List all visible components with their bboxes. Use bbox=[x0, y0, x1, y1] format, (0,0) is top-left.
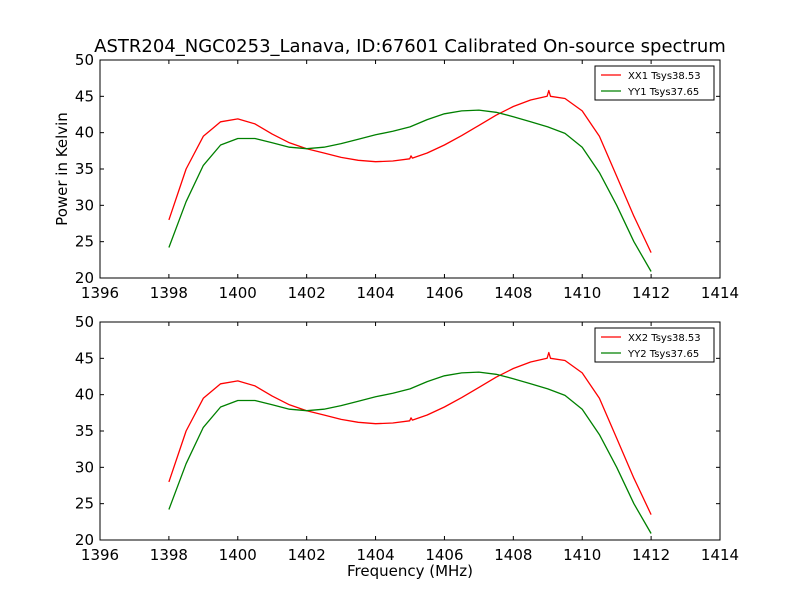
panel-1-y-tick-label: 35 bbox=[75, 160, 94, 178]
panel-1-x-tick-label: 1396 bbox=[81, 284, 119, 302]
panel-1-legend-label-2: YY1 Tsys37.65 bbox=[627, 87, 699, 98]
panel-1-x-tick-label: 1414 bbox=[701, 284, 739, 302]
panel-2-series-2-line bbox=[168, 371, 652, 534]
panel-2-series-1-line bbox=[168, 351, 652, 515]
panel-2-legend-label-2: YY2 Tsys37.65 bbox=[627, 349, 699, 360]
panel-1-y-tick-label: 30 bbox=[75, 196, 94, 214]
panel-2-legend: XX2 Tsys38.53 YY2 Tsys37.65 bbox=[594, 327, 715, 363]
panel-1-y-tick-label: 25 bbox=[75, 233, 94, 251]
panel-1-x-tick-label: 1406 bbox=[425, 284, 463, 302]
panel-1-x-tick-label: 1412 bbox=[632, 284, 670, 302]
panel-2-x-tick-label: 1408 bbox=[494, 546, 532, 564]
panel-2-x-tick-label: 1400 bbox=[219, 546, 257, 564]
panel-1-legend-label-1: XX1 Tsys38.53 bbox=[628, 71, 701, 82]
panel-2-x-tick-label: 1396 bbox=[81, 546, 119, 564]
panel-2-x-axis-label: Frequency (MHz) bbox=[347, 562, 473, 580]
panel-2-y-tick-label: 30 bbox=[75, 458, 94, 476]
panel-1-y-tick-label: 45 bbox=[75, 87, 94, 105]
panel-1-x-tick-label: 1398 bbox=[150, 284, 188, 302]
panel-2-x-tick-label: 1412 bbox=[632, 546, 670, 564]
chart-title: ASTR204_NGC0253_Lanava, ID:67601 Calibra… bbox=[94, 36, 726, 57]
panel-1-x-tick-label: 1402 bbox=[288, 284, 326, 302]
panel-1-x-tick-label: 1410 bbox=[563, 284, 601, 302]
panel-1-y-tick-label: 40 bbox=[75, 124, 94, 142]
panel-1-legend: XX1 Tsys38.53 YY1 Tsys37.65 bbox=[594, 65, 715, 101]
panel-1-y-tick-label: 50 bbox=[75, 51, 94, 69]
panel-2-y-tick-label: 40 bbox=[75, 386, 94, 404]
panel-2-legend-box bbox=[594, 327, 715, 363]
panel-2-x-tick-label: 1410 bbox=[563, 546, 601, 564]
panel-2-x-tick-label: 1402 bbox=[288, 546, 326, 564]
panel-1: 1396 1398 1400 1402 1404 1406 1408 1410 1412 1414… bbox=[53, 51, 739, 302]
panel-2-x-tick-label: 1414 bbox=[701, 546, 739, 564]
panels: 1396 1398 1400 1402 1404 1406 1408 1410 1412 1414… bbox=[53, 51, 739, 580]
panel-2-legend-label-1: XX2 Tsys38.53 bbox=[628, 333, 701, 344]
panel-2-x-tick-label: 1398 bbox=[150, 546, 188, 564]
panel-2-x-tick-label: 1404 bbox=[356, 546, 394, 564]
panel-2: 1396 1398 1400 1402 1404 1406 1408 1410 1412 1414… bbox=[75, 313, 739, 580]
panel-1-x-tick-label: 1404 bbox=[356, 284, 394, 302]
panel-1-legend-box bbox=[594, 65, 715, 101]
panel-2-y-tick-label: 50 bbox=[75, 313, 94, 331]
panel-1-x-tick-label: 1408 bbox=[494, 284, 532, 302]
panel-1-series-2-line bbox=[168, 109, 652, 272]
panel-1-x-tick-label: 1400 bbox=[219, 284, 257, 302]
panel-2-y-tick-label: 45 bbox=[75, 349, 94, 367]
panel-2-x-tick-label: 1406 bbox=[425, 546, 463, 564]
panel-2-y-tick-label: 20 bbox=[75, 531, 94, 549]
panel-2-y-tick-label: 35 bbox=[75, 422, 94, 440]
panel-1-y-tick-label: 20 bbox=[75, 269, 94, 287]
panel-2-y-tick-label: 25 bbox=[75, 495, 94, 513]
panel-1-series-1-line bbox=[168, 89, 652, 253]
panel-1-y-axis-label: Power in Kelvin bbox=[53, 112, 71, 226]
